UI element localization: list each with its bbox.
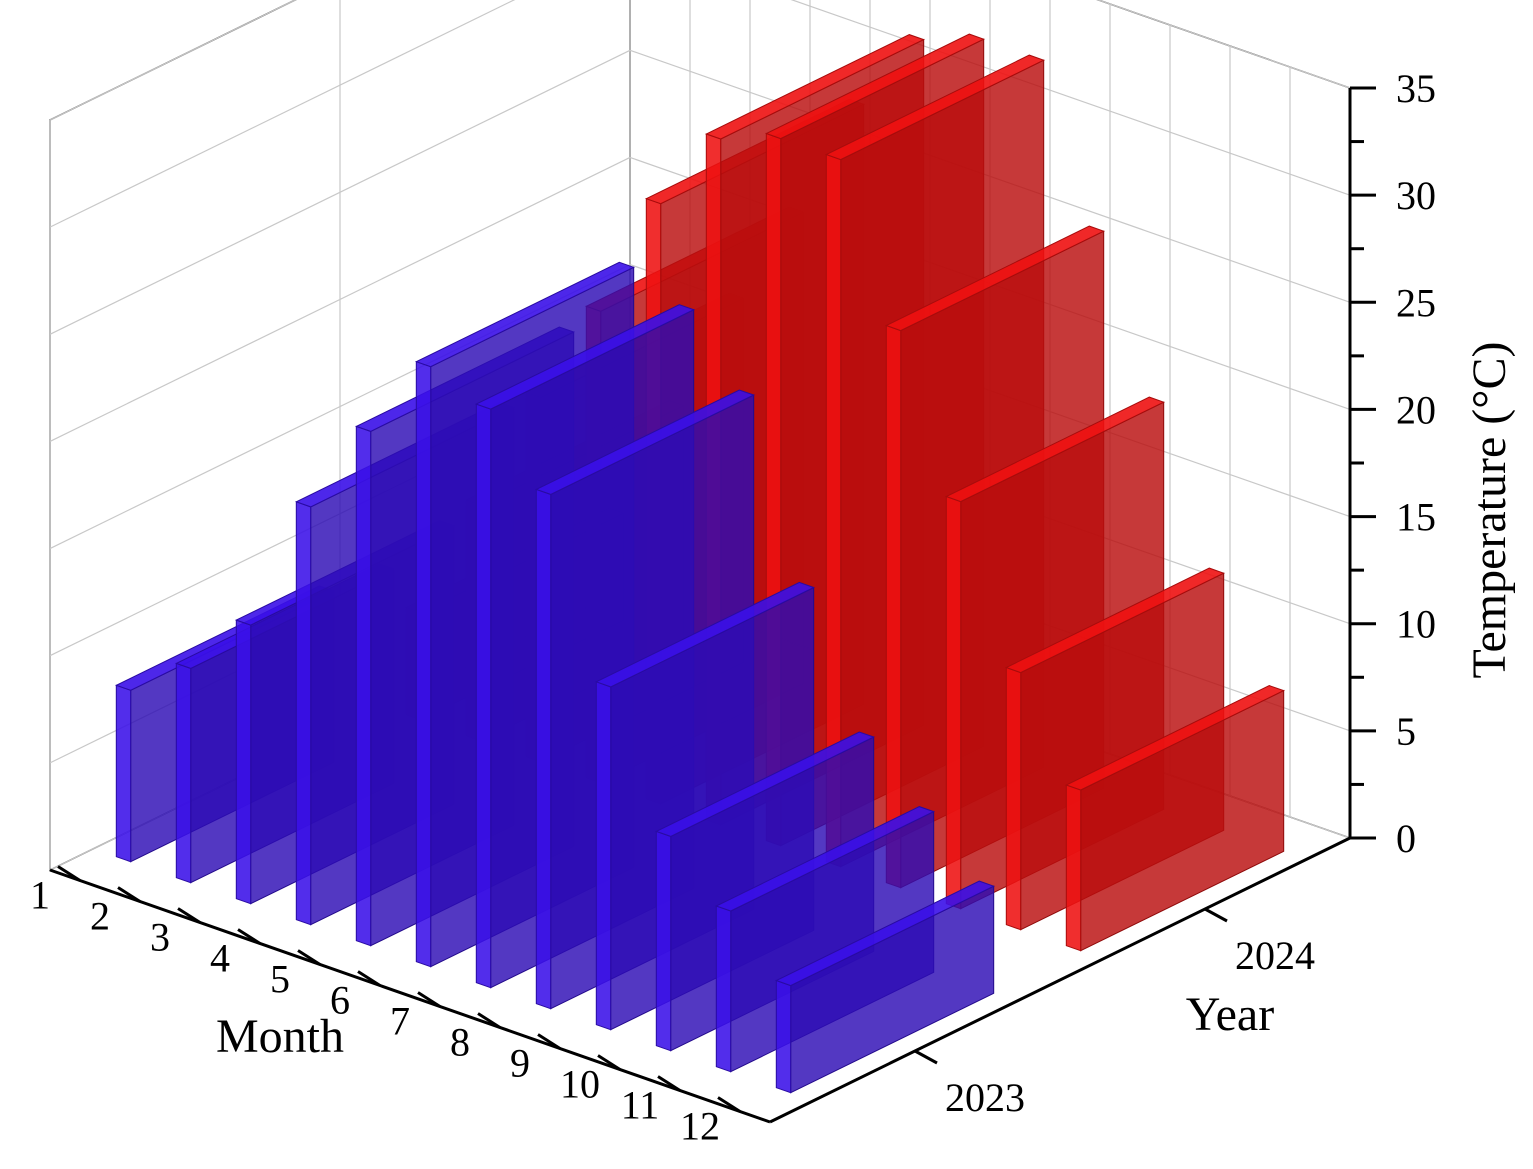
month-tick-label-9: 9: [510, 1041, 530, 1086]
bar-face-side: [115, 684, 132, 863]
bar-face-top: [825, 54, 1045, 161]
month-tick-3: [177, 907, 201, 924]
month-axis-line: [49, 868, 771, 1124]
temperature-tick-label-0: 0: [1396, 816, 1416, 861]
month-tick-label-2: 2: [90, 894, 110, 939]
year-axis-line: [769, 836, 1351, 1124]
temperature-tick-label-10: 10: [1396, 602, 1436, 647]
month-tick-label-10: 10: [560, 1062, 600, 1107]
temperature-axis-title: Temperature (°C): [1463, 341, 1516, 678]
temperature-tick-label-15: 15: [1396, 495, 1436, 540]
month-tick-label-11: 11: [621, 1083, 660, 1128]
month-tick-9: [537, 1033, 561, 1050]
bar-face-side: [595, 681, 612, 1031]
bar-face-top: [775, 880, 995, 987]
bar-face-side: [775, 979, 792, 1094]
bar-2023-month-12: [775, 880, 995, 1094]
bar-face-side: [945, 495, 962, 910]
month-tick-1: [57, 865, 81, 882]
temperature-tick-label-35: 35: [1396, 66, 1436, 111]
year-tick-label-2023: 2023: [945, 1075, 1025, 1120]
month-tick-7: [417, 991, 441, 1008]
month-tick-label-7: 7: [390, 999, 410, 1044]
month-axis-title: Month: [216, 1010, 344, 1063]
gridline-left-wall-7: [49, 0, 297, 121]
bar-face-side: [235, 619, 252, 905]
bar-face-side: [535, 488, 552, 1010]
bar-face-top: [945, 396, 1165, 503]
temperature-tick-label-25: 25: [1396, 280, 1436, 325]
month-tick-label-4: 4: [210, 936, 230, 981]
bar-face-side: [475, 403, 492, 989]
bar-face-top: [705, 34, 925, 140]
bar-face-side: [415, 360, 432, 968]
bar-face-side: [1065, 784, 1082, 952]
bar-face-side: [295, 501, 312, 926]
bar-face-side: [715, 905, 732, 1073]
bar-face-top: [1065, 685, 1285, 791]
bar-face-side: [175, 662, 192, 884]
month-tick-2: [117, 886, 141, 903]
month-tick-label-8: 8: [450, 1020, 470, 1065]
bar-face-top: [765, 33, 985, 140]
temperature-tick-label-5: 5: [1396, 709, 1416, 754]
month-tick-10: [597, 1054, 621, 1071]
bar-face-top: [595, 581, 815, 688]
bar-face-top: [715, 806, 935, 912]
bar-2024-month-12: [1065, 685, 1285, 952]
month-tick-6: [357, 970, 381, 987]
bar-face-top: [1005, 567, 1225, 674]
month-tick-8: [477, 1012, 501, 1029]
bar-face-top: [475, 304, 695, 410]
temperature-tick-label-30: 30: [1396, 173, 1436, 218]
month-tick-label-1: 1: [30, 873, 50, 918]
month-tick-label-12: 12: [680, 1104, 720, 1149]
bar-face-top: [415, 261, 635, 368]
month-tick-12: [717, 1096, 741, 1113]
bar-face-top: [655, 731, 875, 837]
month-tick-label-5: 5: [270, 957, 290, 1002]
year-tick-label-2024: 2024: [1235, 933, 1315, 978]
axis-labels: 1 2 3 4 5 6 7 8 9 10 11 122023202405101520253035Mon…: [30, 66, 1516, 1149]
month-tick-label-6: 6: [330, 978, 350, 1023]
bar-face-side: [885, 324, 902, 889]
month-tick-11: [657, 1075, 681, 1092]
month-tick-4: [237, 928, 261, 945]
year-tick-2024: [1204, 907, 1228, 923]
bar-face-side: [1005, 666, 1022, 931]
bar-face-top: [885, 225, 1105, 332]
year-tick-2023: [914, 1049, 938, 1065]
bar-face-top: [535, 389, 755, 495]
axes: [49, 86, 1376, 1124]
temperature-tick-label-20: 20: [1396, 387, 1436, 432]
month-tick-label-3: 3: [150, 915, 170, 960]
month-tick-5: [297, 949, 321, 966]
bar-face-side: [355, 425, 372, 947]
bar-face-side: [655, 830, 672, 1052]
year-axis-title: Year: [1186, 988, 1274, 1041]
bars: [115, 33, 1285, 1094]
